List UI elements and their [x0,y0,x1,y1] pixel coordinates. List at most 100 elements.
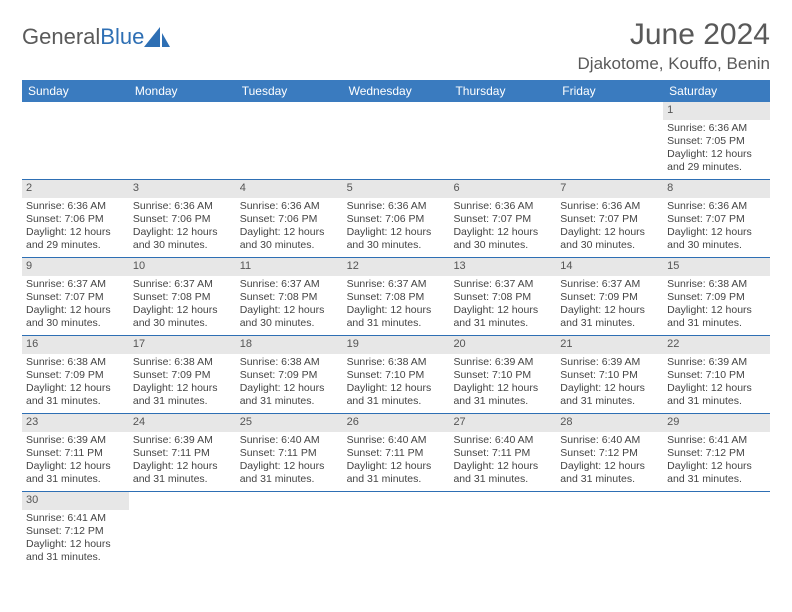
day-line: Sunrise: 6:38 AM [667,278,766,291]
day-body: Sunrise: 6:41 AMSunset: 7:12 PMDaylight:… [663,432,770,491]
day-line: Daylight: 12 hours [133,226,232,239]
day-line: Daylight: 12 hours [453,460,552,473]
day-line: Daylight: 12 hours [133,382,232,395]
day-cell: 20Sunrise: 6:39 AMSunset: 7:10 PMDayligh… [449,336,556,414]
empty-day-cell [663,492,770,570]
day-body: Sunrise: 6:38 AMSunset: 7:09 PMDaylight:… [236,354,343,413]
day-line: Sunrise: 6:38 AM [26,356,125,369]
day-number: 12 [343,258,450,276]
day-line: Daylight: 12 hours [240,382,339,395]
day-number: 19 [343,336,450,354]
day-body: Sunrise: 6:40 AMSunset: 7:11 PMDaylight:… [236,432,343,491]
empty-day-cell [449,102,556,180]
day-line: Sunset: 7:07 PM [560,213,659,226]
day-line: and 31 minutes. [240,473,339,486]
day-line: Sunset: 7:06 PM [26,213,125,226]
day-number: 4 [236,180,343,198]
logo-sail-icon [144,27,172,54]
empty-day-cell [129,102,236,180]
day-line: Sunrise: 6:36 AM [26,200,125,213]
day-body: Sunrise: 6:36 AMSunset: 7:06 PMDaylight:… [236,198,343,257]
day-line: and 30 minutes. [133,239,232,252]
week-row: 9Sunrise: 6:37 AMSunset: 7:07 PMDaylight… [22,258,770,336]
day-cell: 30Sunrise: 6:41 AMSunset: 7:12 PMDayligh… [22,492,129,570]
calendar-page: GeneralBlue June 2024 Djakotome, Kouffo,… [0,0,792,570]
day-header-cell: Wednesday [343,80,450,102]
day-line: and 31 minutes. [560,395,659,408]
day-cell: 8Sunrise: 6:36 AMSunset: 7:07 PMDaylight… [663,180,770,258]
day-body: Sunrise: 6:39 AMSunset: 7:10 PMDaylight:… [556,354,663,413]
day-line: Sunrise: 6:37 AM [453,278,552,291]
day-line: Sunrise: 6:37 AM [347,278,446,291]
day-line: Daylight: 12 hours [133,304,232,317]
empty-day-cell [556,492,663,570]
day-cell: 27Sunrise: 6:40 AMSunset: 7:11 PMDayligh… [449,414,556,492]
day-body: Sunrise: 6:38 AMSunset: 7:09 PMDaylight:… [22,354,129,413]
day-line: and 31 minutes. [133,473,232,486]
day-line: and 31 minutes. [347,395,446,408]
day-line: Sunrise: 6:37 AM [133,278,232,291]
day-cell: 3Sunrise: 6:36 AMSunset: 7:06 PMDaylight… [129,180,236,258]
day-line: Sunset: 7:12 PM [26,525,125,538]
day-cell: 28Sunrise: 6:40 AMSunset: 7:12 PMDayligh… [556,414,663,492]
day-cell: 18Sunrise: 6:38 AMSunset: 7:09 PMDayligh… [236,336,343,414]
day-line: Sunset: 7:09 PM [26,369,125,382]
day-line: Sunrise: 6:41 AM [667,434,766,447]
day-line: and 31 minutes. [347,317,446,330]
day-cell: 10Sunrise: 6:37 AMSunset: 7:08 PMDayligh… [129,258,236,336]
day-number: 21 [556,336,663,354]
logo-text-1: General [22,24,100,49]
day-line: Daylight: 12 hours [560,304,659,317]
day-line: Sunset: 7:10 PM [667,369,766,382]
day-body: Sunrise: 6:37 AMSunset: 7:08 PMDaylight:… [449,276,556,335]
day-line: Sunset: 7:10 PM [453,369,552,382]
day-line: and 29 minutes. [667,161,766,174]
day-line: Daylight: 12 hours [560,382,659,395]
day-number: 16 [22,336,129,354]
day-number: 5 [343,180,450,198]
day-body: Sunrise: 6:36 AMSunset: 7:07 PMDaylight:… [663,198,770,257]
day-line: Sunset: 7:10 PM [347,369,446,382]
day-line: Sunrise: 6:41 AM [26,512,125,525]
day-body: Sunrise: 6:39 AMSunset: 7:10 PMDaylight:… [663,354,770,413]
day-line: Daylight: 12 hours [667,460,766,473]
day-number: 7 [556,180,663,198]
empty-day-cell [22,102,129,180]
week-row: 1Sunrise: 6:36 AMSunset: 7:05 PMDaylight… [22,102,770,180]
day-cell: 1Sunrise: 6:36 AMSunset: 7:05 PMDaylight… [663,102,770,180]
logo: GeneralBlue [22,24,172,50]
empty-day-cell [343,102,450,180]
day-line: Sunset: 7:10 PM [560,369,659,382]
day-number: 17 [129,336,236,354]
day-body: Sunrise: 6:36 AMSunset: 7:06 PMDaylight:… [129,198,236,257]
day-line: Sunrise: 6:36 AM [347,200,446,213]
day-cell: 21Sunrise: 6:39 AMSunset: 7:10 PMDayligh… [556,336,663,414]
day-line: Daylight: 12 hours [667,148,766,161]
day-line: and 31 minutes. [560,317,659,330]
day-cell: 12Sunrise: 6:37 AMSunset: 7:08 PMDayligh… [343,258,450,336]
day-number: 29 [663,414,770,432]
day-line: Sunset: 7:07 PM [667,213,766,226]
day-line: and 31 minutes. [133,395,232,408]
day-line: Sunrise: 6:38 AM [240,356,339,369]
day-line: Sunset: 7:12 PM [560,447,659,460]
day-cell: 16Sunrise: 6:38 AMSunset: 7:09 PMDayligh… [22,336,129,414]
day-cell: 26Sunrise: 6:40 AMSunset: 7:11 PMDayligh… [343,414,450,492]
day-line: and 30 minutes. [667,239,766,252]
day-line: Sunrise: 6:36 AM [667,200,766,213]
day-line: Daylight: 12 hours [26,226,125,239]
day-body: Sunrise: 6:36 AMSunset: 7:06 PMDaylight:… [22,198,129,257]
month-title: June 2024 [578,18,770,52]
day-line: Daylight: 12 hours [347,226,446,239]
day-cell: 13Sunrise: 6:37 AMSunset: 7:08 PMDayligh… [449,258,556,336]
day-cell: 5 Sunrise: 6:36 AMSunset: 7:06 PMDaylight… [343,180,450,258]
day-cell: 14Sunrise: 6:37 AMSunset: 7:09 PMDayligh… [556,258,663,336]
day-body: Sunrise: 6:37 AMSunset: 7:08 PMDaylight:… [129,276,236,335]
day-line: Sunset: 7:06 PM [347,213,446,226]
day-body: Sunrise: 6:36 AMSunset: 7:05 PMDaylight:… [663,120,770,179]
day-cell: 25Sunrise: 6:40 AMSunset: 7:11 PMDayligh… [236,414,343,492]
day-number: 26 [343,414,450,432]
day-number: 28 [556,414,663,432]
weeks-container: 1Sunrise: 6:36 AMSunset: 7:05 PMDaylight… [22,102,770,570]
day-cell: 2Sunrise: 6:36 AMSunset: 7:06 PMDaylight… [22,180,129,258]
